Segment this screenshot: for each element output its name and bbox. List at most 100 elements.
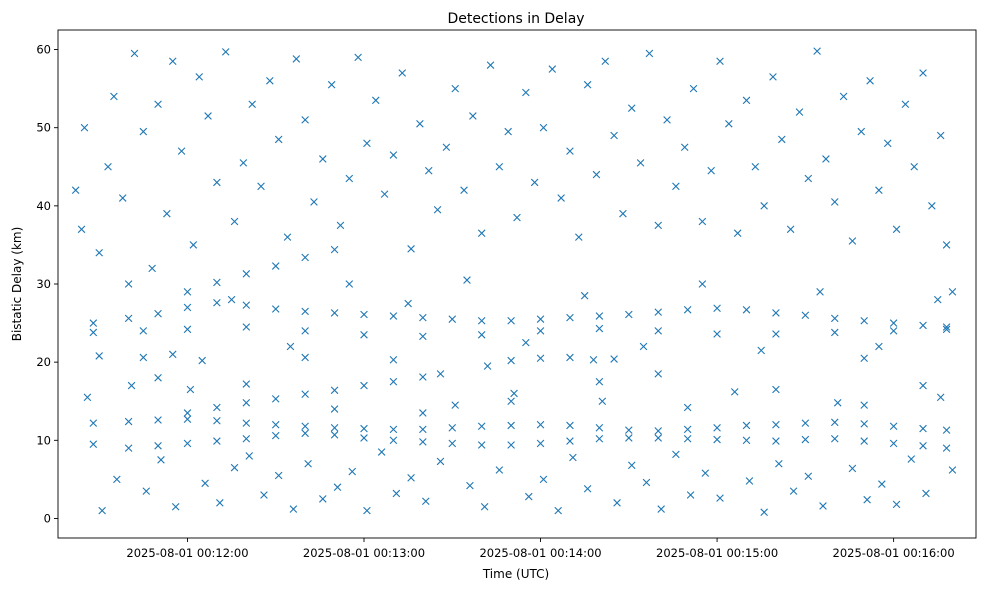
y-tick-label: 20 (36, 355, 51, 369)
data-point (389, 425, 398, 434)
data-point (486, 61, 495, 69)
data-point (530, 178, 539, 187)
data-point (89, 440, 98, 449)
data-point (860, 401, 868, 409)
data-point (813, 47, 821, 55)
data-point (848, 464, 857, 473)
data-point (419, 373, 427, 381)
data-point (419, 425, 427, 434)
data-point (919, 69, 927, 77)
data-point (889, 327, 898, 335)
data-point (892, 500, 901, 509)
data-point (566, 437, 574, 445)
data-point (301, 429, 309, 438)
data-point (863, 495, 871, 504)
y-tick-label: 0 (44, 511, 51, 525)
data-point (757, 346, 766, 355)
data-point (118, 194, 127, 202)
data-point (242, 419, 251, 427)
data-point (360, 331, 368, 339)
y-tick-label: 40 (36, 199, 51, 213)
data-point (536, 354, 545, 363)
data-point (389, 151, 398, 159)
data-point (775, 459, 783, 468)
data-point (177, 147, 186, 155)
data-point (421, 497, 430, 506)
data-point (83, 393, 92, 402)
data-point (857, 127, 866, 136)
data-point (713, 330, 721, 338)
data-point (654, 327, 663, 335)
data-point (451, 401, 460, 409)
data-point (848, 237, 857, 245)
data-point (707, 166, 715, 175)
x-tick-label: 2025-08-01 00:13:00 (303, 546, 425, 560)
data-point (354, 53, 362, 62)
data-point (819, 502, 827, 510)
data-point (566, 313, 574, 322)
data-point (539, 123, 548, 132)
data-point (377, 448, 386, 456)
data-point (772, 437, 780, 445)
data-point (804, 174, 813, 183)
data-point (751, 162, 760, 171)
data-point (733, 229, 742, 237)
data-point (248, 100, 256, 109)
data-point (613, 499, 621, 507)
data-point (536, 439, 545, 448)
data-point (495, 162, 504, 171)
data-point (213, 416, 221, 425)
data-point (883, 139, 892, 148)
data-point (242, 380, 251, 388)
data-point (330, 309, 339, 317)
data-point (922, 489, 930, 498)
data-point (610, 355, 618, 363)
data-point (198, 356, 206, 365)
data-point (392, 489, 401, 498)
data-point (477, 331, 486, 339)
data-point (892, 225, 901, 234)
data-point (71, 186, 80, 195)
data-point (286, 342, 295, 351)
data-point (213, 437, 221, 445)
data-point (889, 319, 898, 327)
data-point (510, 389, 518, 398)
x-tick-label: 2025-08-01 00:16:00 (833, 546, 955, 560)
data-point (830, 314, 839, 323)
data-point (433, 205, 442, 214)
data-point (683, 425, 692, 434)
data-point (627, 104, 636, 112)
data-point (271, 262, 280, 270)
data-point (266, 77, 274, 85)
data-point (477, 229, 486, 237)
data-point (919, 424, 927, 433)
data-point (713, 424, 721, 432)
data-point (772, 330, 780, 338)
data-point (636, 159, 645, 167)
data-point (77, 225, 86, 234)
data-point (330, 386, 339, 395)
data-point (524, 492, 533, 501)
data-point (301, 390, 309, 398)
data-point (154, 100, 162, 109)
data-point (274, 135, 283, 144)
data-point (875, 342, 883, 351)
data-point (507, 441, 515, 449)
data-point (772, 385, 780, 394)
data-point (168, 57, 177, 66)
data-point (654, 434, 663, 442)
x-tick-label: 2025-08-01 00:12:00 (126, 546, 248, 560)
data-point (154, 416, 162, 424)
data-point (104, 162, 112, 171)
data-point (645, 49, 654, 58)
data-point (201, 479, 209, 488)
data-point (239, 159, 248, 167)
scatter-markers (71, 47, 957, 516)
data-point (683, 403, 692, 412)
data-point (319, 495, 327, 503)
data-point (363, 139, 371, 148)
data-point (557, 194, 565, 202)
data-point (866, 77, 874, 85)
data-point (360, 310, 368, 319)
